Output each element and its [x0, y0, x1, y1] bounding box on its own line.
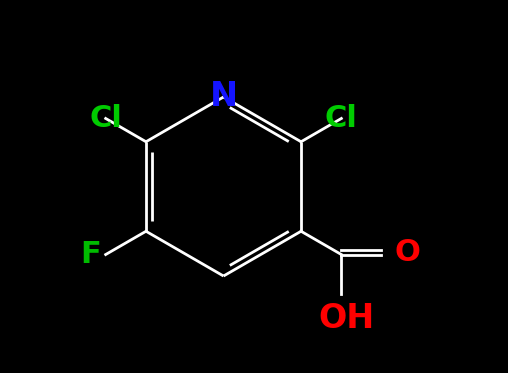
- Text: Cl: Cl: [89, 104, 122, 133]
- Text: F: F: [80, 240, 101, 269]
- Text: Cl: Cl: [325, 104, 358, 133]
- Text: OH: OH: [318, 302, 374, 335]
- Text: O: O: [395, 238, 421, 267]
- Text: N: N: [209, 81, 238, 113]
